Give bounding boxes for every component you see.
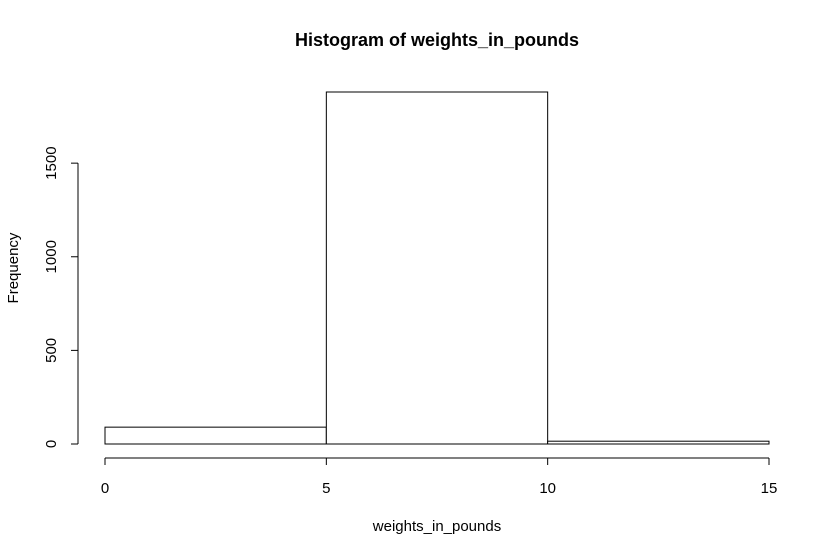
bars-group [104,91,770,445]
histogram-bar-2 [547,440,770,445]
histogram-bar-1 [325,91,549,445]
x-tick-label-1: 5 [322,480,330,497]
x-tick-label-3: 15 [761,480,778,497]
x-axis-label: weights_in_pounds [372,518,501,535]
histogram-bar-0 [104,426,327,445]
x-axis: 0 5 10 15 [101,457,778,497]
y-tick-label-0: 0 [43,440,60,448]
x-tick-label-2: 10 [539,480,556,497]
y-axis-label: Frequency [5,232,22,303]
x-tick-label-0: 0 [101,480,109,497]
y-tick-label-2: 1000 [43,240,60,273]
y-axis: 0 500 1000 1500 [43,146,79,448]
chart-title: Histogram of weights_in_pounds [295,30,579,50]
y-tick-label-1: 500 [43,338,60,363]
y-tick-label-3: 1500 [43,146,60,179]
